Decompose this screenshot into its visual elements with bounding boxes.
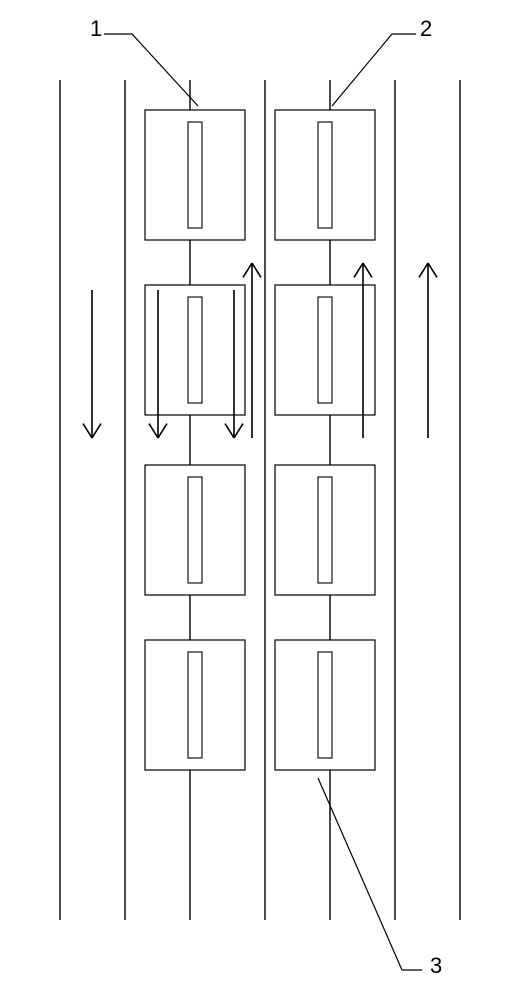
block-r2-c1	[275, 465, 375, 595]
label-l2: 2	[420, 16, 432, 41]
block-outer	[275, 110, 375, 240]
block-outer	[275, 640, 375, 770]
label-l1: 1	[90, 16, 102, 41]
block-outer	[145, 110, 245, 240]
block-outer	[275, 285, 375, 415]
block-r3-c1	[275, 640, 375, 770]
block-outer	[145, 285, 245, 415]
block-r0-c0	[145, 110, 245, 240]
block-outer	[275, 465, 375, 595]
block-outer	[145, 465, 245, 595]
block-outer	[145, 640, 245, 770]
label-l3: 3	[430, 953, 442, 978]
block-r0-c1	[275, 110, 375, 240]
block-r1-c1	[275, 285, 375, 415]
block-r2-c0	[145, 465, 245, 595]
block-r1-c0	[145, 285, 245, 415]
canvas-bg	[0, 0, 525, 1000]
block-r3-c0	[145, 640, 245, 770]
